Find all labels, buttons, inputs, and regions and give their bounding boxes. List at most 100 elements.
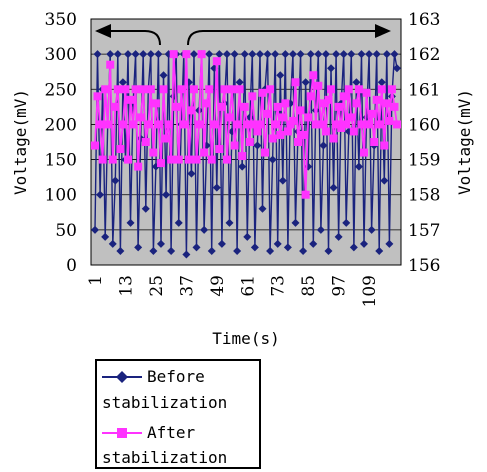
x-axis-title: Time(s) bbox=[212, 329, 279, 348]
y-left-tick-label: 0 bbox=[66, 256, 77, 276]
y-left-tick-label: 50 bbox=[55, 221, 77, 241]
data-point bbox=[276, 71, 285, 80]
data-point bbox=[281, 99, 290, 108]
data-point bbox=[255, 50, 264, 59]
y-left-tick-label: 350 bbox=[45, 10, 77, 30]
range-arrow-left bbox=[97, 30, 161, 46]
data-point bbox=[263, 50, 272, 59]
data-point bbox=[200, 148, 209, 157]
data-point bbox=[215, 145, 224, 154]
data-point bbox=[189, 50, 198, 59]
data-point bbox=[273, 239, 282, 248]
data-point bbox=[316, 120, 325, 129]
data-point bbox=[390, 50, 399, 59]
data-point bbox=[169, 50, 178, 59]
data-point bbox=[357, 120, 366, 129]
data-point bbox=[271, 50, 280, 59]
data-point bbox=[319, 99, 328, 108]
data-point bbox=[149, 148, 158, 157]
series-line bbox=[94, 54, 398, 195]
legend-after-square-icon bbox=[117, 428, 127, 438]
data-point bbox=[382, 50, 391, 59]
data-point bbox=[375, 246, 384, 255]
data-point bbox=[233, 120, 242, 129]
data-point bbox=[139, 50, 148, 59]
data-point bbox=[126, 95, 135, 104]
data-point bbox=[309, 239, 318, 248]
data-point bbox=[192, 243, 201, 252]
data-point bbox=[283, 243, 292, 252]
data-point bbox=[354, 85, 363, 94]
data-point bbox=[141, 204, 150, 213]
data-point bbox=[141, 138, 150, 146]
data-point bbox=[304, 113, 313, 122]
data-point bbox=[278, 176, 287, 185]
legend-after-label-line1: After bbox=[147, 423, 196, 442]
data-point bbox=[146, 85, 155, 94]
data-point bbox=[187, 106, 196, 115]
data-point bbox=[202, 99, 211, 108]
data-point bbox=[207, 246, 216, 255]
x-tick-label: 25 bbox=[147, 275, 167, 297]
data-point bbox=[314, 50, 323, 59]
data-point bbox=[235, 85, 244, 94]
range-arrow-right bbox=[187, 30, 385, 46]
data-point bbox=[360, 239, 369, 248]
data-point bbox=[139, 85, 148, 94]
data-point bbox=[266, 85, 275, 94]
data-point bbox=[174, 155, 183, 164]
data-point bbox=[134, 162, 143, 171]
data-point bbox=[131, 50, 140, 59]
data-point bbox=[301, 190, 310, 199]
data-point bbox=[255, 120, 264, 129]
data-point bbox=[291, 218, 300, 227]
data-point bbox=[339, 92, 348, 101]
data-point bbox=[222, 50, 231, 59]
data-point bbox=[192, 155, 201, 164]
x-tick-label: 1 bbox=[86, 275, 106, 286]
data-point bbox=[238, 152, 247, 161]
data-point bbox=[332, 120, 341, 129]
data-point bbox=[111, 102, 120, 111]
data-point bbox=[245, 138, 254, 146]
data-point bbox=[210, 120, 219, 129]
data-point bbox=[296, 50, 305, 59]
data-point bbox=[324, 95, 333, 104]
data-point bbox=[118, 120, 127, 129]
data-point bbox=[182, 250, 191, 259]
y-right-tick-label: 163 bbox=[408, 10, 440, 30]
data-point bbox=[352, 78, 361, 87]
data-point bbox=[347, 113, 356, 122]
data-point bbox=[301, 78, 310, 87]
data-point bbox=[220, 85, 229, 94]
data-point bbox=[273, 102, 282, 111]
data-point bbox=[354, 162, 363, 171]
data-point bbox=[365, 50, 374, 59]
data-point bbox=[159, 71, 168, 80]
data-point bbox=[217, 239, 226, 248]
data-point bbox=[393, 64, 401, 73]
data-point bbox=[162, 190, 171, 199]
data-point bbox=[283, 127, 292, 136]
data-point bbox=[113, 50, 122, 59]
y-left-tick-label: 250 bbox=[45, 80, 77, 100]
data-point bbox=[151, 99, 160, 108]
data-point bbox=[167, 155, 176, 164]
data-point bbox=[182, 50, 191, 59]
y-axis-left-title: Voltage(mV) bbox=[11, 89, 30, 195]
data-point bbox=[250, 120, 259, 129]
data-point bbox=[316, 225, 325, 234]
data-point bbox=[362, 88, 371, 97]
data-point bbox=[164, 120, 173, 129]
data-point bbox=[332, 50, 341, 59]
data-point bbox=[159, 85, 168, 94]
data-point bbox=[233, 246, 242, 255]
data-point bbox=[382, 99, 391, 108]
data-point bbox=[296, 106, 305, 115]
data-point bbox=[230, 50, 239, 59]
data-point bbox=[365, 120, 374, 129]
data-point bbox=[156, 159, 165, 168]
data-point bbox=[321, 50, 330, 59]
x-tick-label: 49 bbox=[208, 275, 228, 297]
